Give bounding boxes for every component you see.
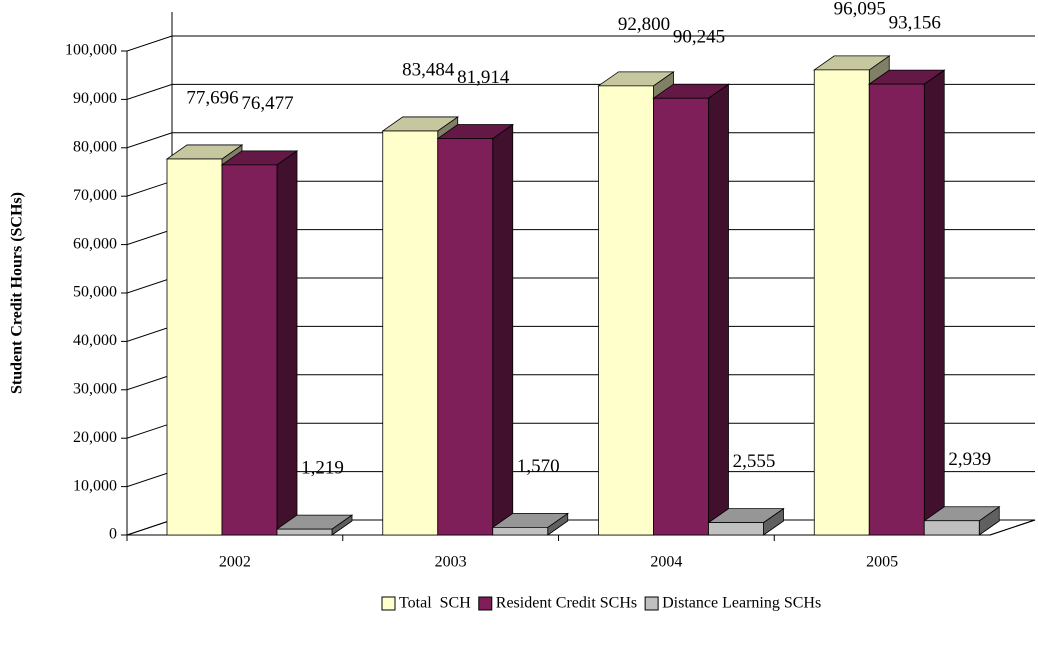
data-label: 81,914: [457, 67, 510, 88]
bar-front: [813, 69, 870, 536]
bar: [922, 506, 1001, 536]
bar-front: [221, 164, 278, 536]
legend-swatch: [478, 596, 493, 611]
bar-front: [868, 83, 925, 536]
floor-right: [989, 519, 1036, 536]
data-label: 92,800: [618, 14, 670, 35]
back-wall: [126, 12, 173, 536]
y-tick-label: 0: [109, 526, 117, 543]
grid-line: [126, 83, 1035, 100]
legend-label: Resident Credit SCHs: [496, 595, 637, 612]
y-tick-label: 100,000: [65, 42, 117, 59]
bar-front: [382, 130, 439, 536]
data-label: 76,477: [241, 93, 293, 114]
bar-side: [708, 83, 729, 536]
bar-front: [653, 97, 709, 536]
bar-side: [923, 69, 945, 536]
y-tick-label: 40,000: [73, 332, 117, 349]
bar-front: [708, 522, 764, 536]
y-tick-label: 80,000: [73, 138, 117, 155]
bar: [220, 150, 299, 536]
x-tick-label: 2002: [219, 554, 251, 571]
bar-front: [276, 528, 333, 536]
data-label: 1,570: [517, 456, 560, 477]
y-tick-label: 50,000: [73, 284, 117, 301]
data-label: 2,555: [733, 451, 776, 472]
bar-front: [598, 85, 654, 536]
bar-front: [923, 520, 980, 536]
grid-line: [126, 132, 1035, 149]
legend-swatch: [381, 596, 396, 611]
y-tick-label: 60,000: [73, 235, 117, 252]
x-tick-label: 2003: [435, 554, 467, 571]
data-label: 90,245: [673, 27, 725, 48]
legend-label: Total SCH: [399, 595, 471, 612]
legend-swatch: [644, 596, 659, 611]
y-tick-label: 30,000: [73, 380, 117, 397]
bar: [491, 512, 570, 536]
data-label: 96,095: [834, 0, 886, 19]
data-label: 1,219: [301, 457, 344, 478]
y-tick-label: 20,000: [73, 429, 117, 446]
y-tick-label: 90,000: [73, 90, 117, 107]
legend-label: Distance Learning SCHs: [662, 595, 821, 612]
bar: [867, 69, 946, 536]
bar: [652, 83, 730, 536]
bar: [707, 507, 785, 536]
y-tick-label: 70,000: [73, 187, 117, 204]
grid-line: [126, 35, 1035, 52]
bar-front: [166, 158, 223, 536]
bar-side: [276, 150, 298, 536]
data-label: 83,484: [402, 59, 455, 80]
y-tick-label: 10,000: [73, 477, 117, 494]
x-tick-label: 2004: [650, 554, 682, 571]
y-axis-label: Student Credit Hours (SCHs): [9, 192, 26, 394]
bar-side: [492, 123, 514, 536]
bar: [275, 514, 354, 536]
bar-front: [492, 527, 549, 536]
x-tick-label: 2005: [866, 554, 898, 571]
data-label: 77,696: [186, 87, 238, 108]
data-label: 2,939: [948, 449, 991, 470]
bar-front: [437, 138, 494, 536]
data-label: 93,156: [889, 12, 941, 33]
bar: [436, 123, 515, 536]
